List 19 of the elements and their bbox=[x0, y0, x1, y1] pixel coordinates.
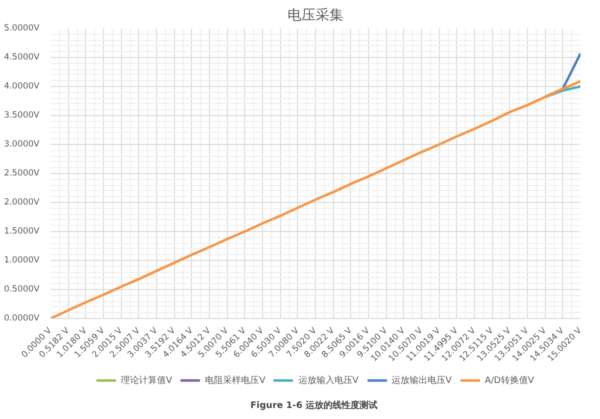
legend-label: 电阻采样电压V bbox=[205, 374, 266, 386]
caption: Figure 1-6 运放的线性度测试 bbox=[250, 400, 378, 411]
legend-label: 运放输入电压V bbox=[298, 374, 359, 386]
y-tick-label: 1.5000V bbox=[4, 226, 40, 236]
legend-label: 理论计算值V bbox=[121, 374, 172, 386]
y-tick-label: 2.0000V bbox=[4, 198, 40, 208]
y-tick-label: 0.5000V bbox=[4, 284, 40, 294]
y-tick-label: 4.0000V bbox=[4, 82, 40, 92]
y-tick-label: 0.0000V bbox=[4, 314, 40, 324]
legend-label: A/D转换值V bbox=[484, 374, 534, 386]
y-tick-label: 2.5000V bbox=[4, 168, 40, 178]
legend-label: 运放输出电压V bbox=[392, 374, 452, 386]
y-tick-label: 3.0000V bbox=[4, 140, 40, 150]
y-tick-label: 5.0000V bbox=[4, 24, 40, 34]
y-tick-label: 3.5000V bbox=[4, 110, 40, 120]
line-series bbox=[50, 80, 580, 318]
chart-title: 电压采集 bbox=[288, 8, 344, 24]
y-tick-label: 4.5000V bbox=[4, 52, 40, 62]
y-tick-label: 1.0000V bbox=[4, 256, 40, 266]
